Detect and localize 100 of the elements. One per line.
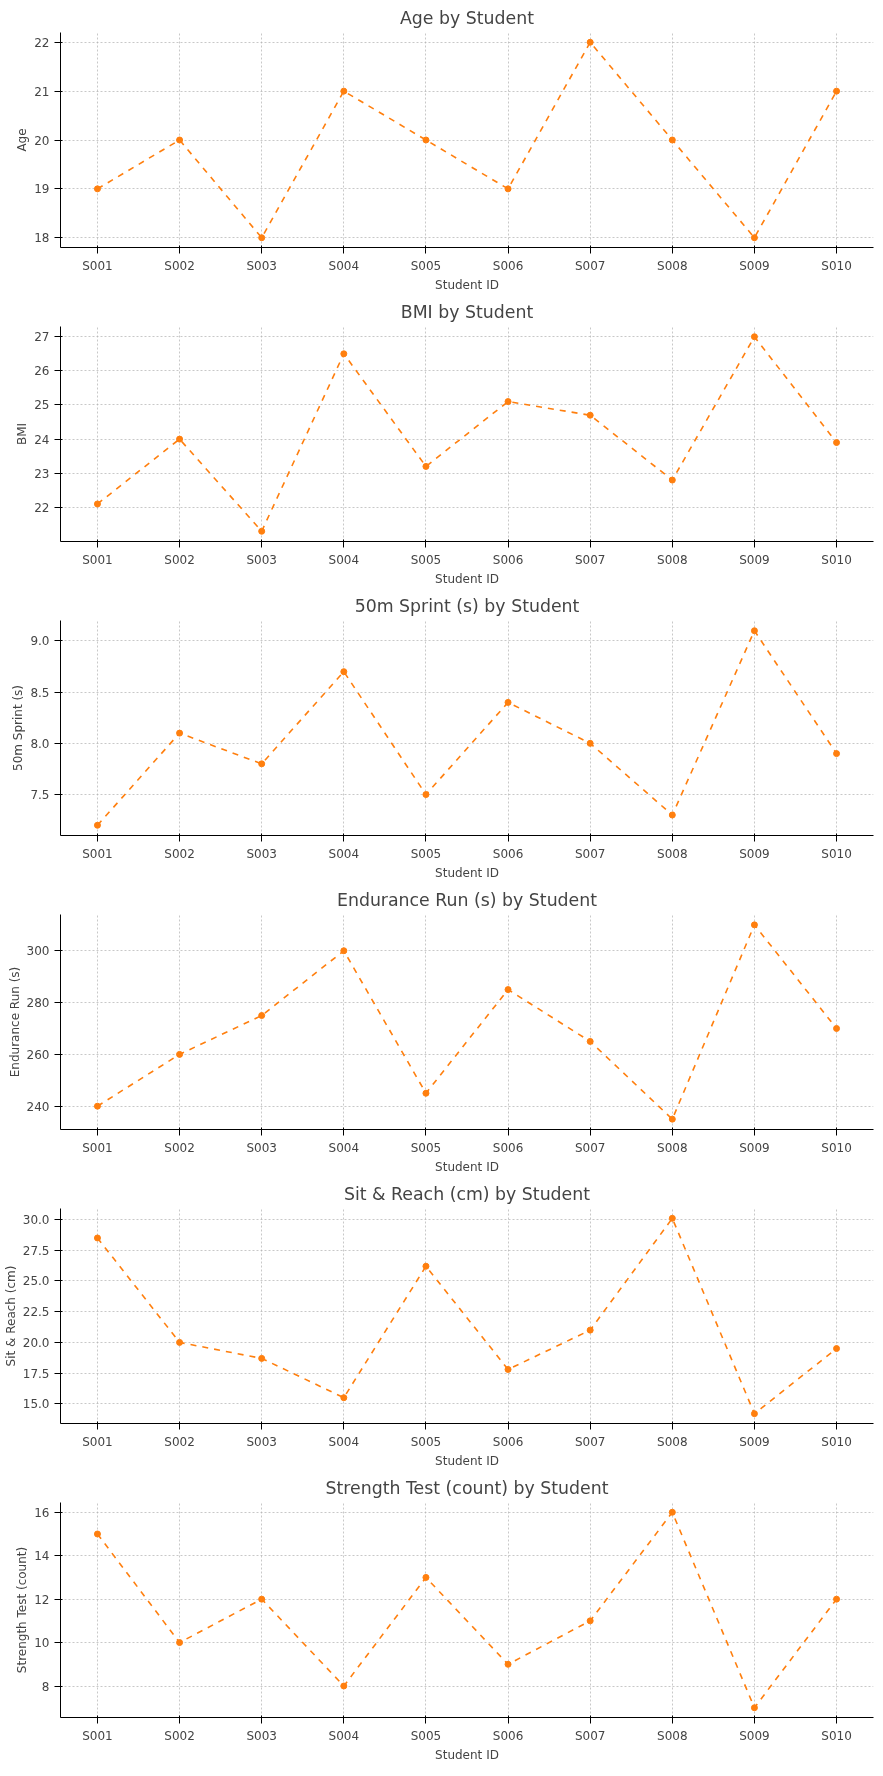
chart-title: Endurance Run (s) by Student — [336, 889, 598, 910]
x-tick-label: S001 — [82, 258, 113, 273]
x-tick-label: S009 — [739, 552, 770, 567]
x-tick-label: S001 — [82, 552, 113, 567]
y-axis-title: 50m Sprint (s) — [11, 684, 26, 772]
x-tick-label: S001 — [82, 1728, 113, 1743]
point — [176, 1639, 184, 1647]
y-tick-label: 20 — [34, 133, 50, 148]
x-tick-label: S005 — [410, 846, 442, 861]
x-tick-label: S007 — [574, 258, 606, 273]
point — [93, 500, 101, 508]
point — [340, 668, 348, 676]
x-tick-label: S008 — [657, 1434, 688, 1449]
point — [340, 350, 348, 358]
point — [586, 1617, 594, 1625]
point — [833, 750, 841, 758]
y-tick-label: 26 — [34, 364, 50, 379]
y-tick-label: 16 — [34, 1505, 50, 1520]
point — [258, 1354, 266, 1362]
point — [504, 1365, 512, 1373]
chart-title: Age by Student — [400, 7, 535, 28]
y-tick-label: 14 — [34, 1549, 50, 1564]
chart-title: Strength Test (count) by Student — [325, 1477, 609, 1498]
point — [750, 1704, 758, 1712]
point — [340, 87, 348, 95]
y-tick-label: 30.0 — [22, 1213, 50, 1228]
point — [258, 1012, 266, 1020]
y-tick-label: 22 — [34, 500, 50, 515]
x-axis-title: Student ID — [435, 571, 499, 586]
x-tick-label: S005 — [410, 1728, 442, 1743]
x-tick-label: S010 — [821, 1728, 852, 1743]
x-tick-label: S009 — [739, 258, 770, 273]
x-tick-label: S008 — [657, 1728, 688, 1743]
y-tick-label: 23 — [34, 466, 50, 481]
x-tick-label: S001 — [82, 846, 113, 861]
x-tick-label: S006 — [492, 552, 524, 567]
point — [750, 333, 758, 341]
point — [93, 1102, 101, 1110]
y-tick-label: 27.5 — [22, 1243, 50, 1258]
point — [833, 1024, 841, 1032]
y-tick-label: 15.0 — [22, 1397, 50, 1412]
x-tick-label: S003 — [246, 1140, 277, 1155]
chart-title: BMI by Student — [400, 301, 534, 322]
y-tick-label: 19 — [34, 182, 50, 197]
point — [833, 87, 841, 95]
x-tick-label: S002 — [164, 1728, 195, 1743]
point — [586, 1037, 594, 1045]
point — [340, 1682, 348, 1690]
point — [668, 476, 676, 484]
point — [93, 821, 101, 829]
y-tick-label: 22.5 — [22, 1305, 50, 1320]
x-tick-label: S002 — [164, 552, 195, 567]
point — [176, 1050, 184, 1058]
chart-title: Sit & Reach (cm) by Student — [343, 1183, 591, 1204]
x-tick-label: S006 — [492, 1140, 524, 1155]
x-tick-label: S002 — [164, 258, 195, 273]
x-tick-label: S002 — [164, 1434, 195, 1449]
y-tick-label: 25 — [34, 398, 50, 413]
x-axis-title: Student ID — [435, 1453, 499, 1468]
x-tick-label: S001 — [82, 1140, 113, 1155]
x-tick-label: S002 — [164, 1140, 195, 1155]
point — [258, 527, 266, 535]
x-tick-label: S010 — [821, 1140, 852, 1155]
x-tick-label: S007 — [574, 1140, 606, 1155]
point — [833, 1595, 841, 1603]
point — [586, 411, 594, 419]
x-tick-label: S008 — [657, 552, 688, 567]
y-tick-label: 25.0 — [22, 1274, 50, 1289]
x-tick-label: S003 — [246, 1434, 277, 1449]
point — [586, 1326, 594, 1334]
point — [176, 1338, 184, 1346]
point — [422, 1262, 430, 1270]
y-tick-label: 18 — [34, 231, 50, 246]
x-tick-label: S007 — [574, 1728, 606, 1743]
point — [504, 986, 512, 994]
x-tick-label: S007 — [574, 1434, 606, 1449]
x-tick-label: S006 — [492, 846, 524, 861]
x-axis-title: Student ID — [435, 865, 499, 880]
x-tick-label: S006 — [492, 1728, 524, 1743]
y-tick-label: 7.5 — [30, 788, 50, 803]
y-axis-title: Age — [15, 128, 30, 152]
x-tick-label: S003 — [246, 846, 277, 861]
point — [504, 398, 512, 406]
point — [833, 1345, 841, 1353]
point — [504, 1660, 512, 1668]
point — [422, 1573, 430, 1581]
x-tick-label: S009 — [739, 1434, 770, 1449]
x-tick-label: S005 — [410, 1434, 442, 1449]
x-tick-label: S004 — [328, 846, 360, 861]
point — [750, 234, 758, 242]
y-tick-label: 20.0 — [22, 1335, 50, 1350]
y-tick-label: 260 — [26, 1047, 50, 1062]
point — [258, 234, 266, 242]
x-tick-label: S007 — [574, 552, 606, 567]
point — [504, 185, 512, 193]
point — [586, 38, 594, 46]
point — [258, 760, 266, 768]
x-tick-label: S008 — [657, 846, 688, 861]
y-tick-label: 24 — [34, 432, 50, 447]
point — [93, 1234, 101, 1242]
